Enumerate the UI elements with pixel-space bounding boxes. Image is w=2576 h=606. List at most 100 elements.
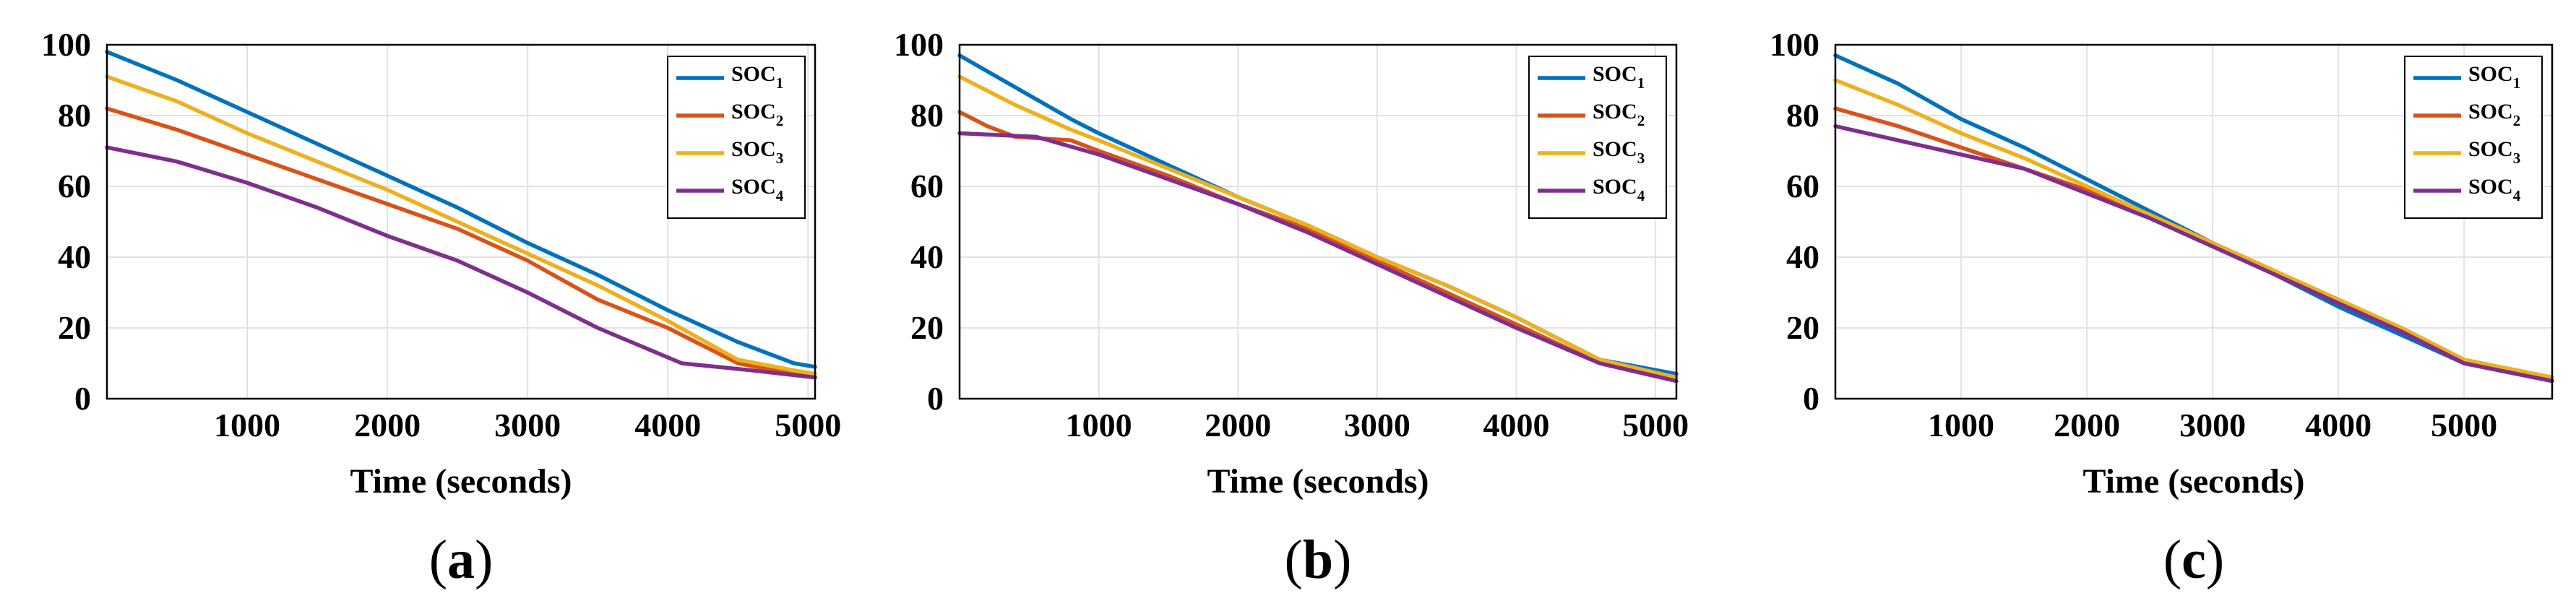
legend-entry-name: SOC <box>2468 137 2513 161</box>
legend-entry-name: SOC <box>1593 62 1637 86</box>
legend-entry-soc2: SOC2 <box>2468 100 2520 129</box>
legend-entry-subscript: 3 <box>1637 150 1645 167</box>
x-axis-label: Time (seconds) <box>1207 462 1429 501</box>
series-line-soc3 <box>105 74 817 376</box>
legend-entry-subscript: 4 <box>2513 187 2521 204</box>
x-tick-label: 4000 <box>1483 407 1549 443</box>
legend-entry-name: SOC <box>2468 175 2513 199</box>
legend-entry-subscript: 2 <box>2513 112 2521 129</box>
legend-entry-soc3: SOC3 <box>1593 137 1645 167</box>
legend-entry-name: SOC <box>731 62 776 86</box>
y-tick-label: 60 <box>910 168 944 204</box>
x-tick-label: 5000 <box>2431 407 2497 443</box>
x-tick-label: 3000 <box>1344 407 1410 443</box>
panel-label-letter: b <box>1303 529 1333 590</box>
axis-frame <box>958 43 1678 400</box>
series-line-soc1 <box>105 50 817 369</box>
y-tick-label: 80 <box>910 97 944 134</box>
legend-entry-subscript: 3 <box>2513 150 2521 167</box>
x-axis-label: Time (seconds) <box>2082 462 2304 501</box>
chart-panel-a: 0 20 40 60 80 100 1000 2000 3000 4000 5000 Time (se… <box>41 26 841 590</box>
series-line-soc3 <box>1833 78 2554 380</box>
panel-label-close: ) <box>475 529 493 590</box>
legend-entry-soc2: SOC2 <box>731 100 783 129</box>
series-line-soc2 <box>105 106 817 380</box>
series-line-soc4 <box>105 145 817 380</box>
y-tick-label: 100 <box>1770 26 1819 63</box>
x-tick-label: 1000 <box>214 407 280 443</box>
y-tick-label: 0 <box>74 380 91 417</box>
x-tick-label: 3000 <box>494 407 561 443</box>
series-line-soc3 <box>957 74 1679 380</box>
legend-entry-subscript: 3 <box>776 150 784 167</box>
y-tick-label: 80 <box>58 97 91 134</box>
y-tick-label: 0 <box>1803 380 1819 417</box>
x-tick-label: 1000 <box>1066 407 1132 443</box>
legend-entry-soc3: SOC3 <box>2468 137 2520 167</box>
legend-entry-soc4: SOC4 <box>1593 175 1645 204</box>
legend-entry-name: SOC <box>731 100 776 124</box>
y-tick-label: 20 <box>1786 309 1819 346</box>
series-line-soc4 <box>957 131 1679 384</box>
legend-entry-soc3: SOC3 <box>731 137 783 167</box>
legend-entry-subscript: 1 <box>776 74 784 92</box>
x-tick-label: 4000 <box>2305 407 2372 443</box>
legend-entry-name: SOC <box>2468 100 2513 124</box>
x-tick-label: 2000 <box>2054 407 2120 443</box>
y-tick-label: 40 <box>1786 238 1819 275</box>
panel-label: (c) <box>2163 529 2224 590</box>
panel-label: (a) <box>429 529 494 590</box>
y-tick-label: 0 <box>927 380 944 417</box>
y-tick-label: 20 <box>910 309 944 346</box>
legend-entry-subscript: 2 <box>1637 112 1645 129</box>
legend-entry-soc1: SOC1 <box>731 62 783 92</box>
y-tick-label: 100 <box>41 26 91 63</box>
x-tick-label: 2000 <box>354 407 421 443</box>
legend-entry-subscript: 1 <box>1637 74 1645 92</box>
legend-entry-subscript: 4 <box>776 187 784 204</box>
legend-entry-soc1: SOC1 <box>1593 62 1645 92</box>
series-line-soc4 <box>1833 124 2554 384</box>
panel-label-open: ( <box>429 529 447 590</box>
y-tick-label: 20 <box>58 309 91 346</box>
legend-entry-subscript: 4 <box>1637 187 1645 204</box>
y-tick-label: 80 <box>1786 97 1819 134</box>
x-tick-label: 4000 <box>634 407 701 443</box>
axis-frame <box>105 43 817 400</box>
axis-frame <box>1834 43 2554 400</box>
legend-entry-name: SOC <box>2468 62 2513 86</box>
legend-entry-subscript: 1 <box>2513 74 2521 92</box>
panel-label-letter: c <box>2181 529 2206 590</box>
panel-label-close: ) <box>2206 529 2224 590</box>
panel-label-open: ( <box>2163 529 2181 590</box>
chart-panel-b: 0 20 40 60 80 100 1000 2000 3000 4000 5000 Time (se… <box>894 26 1689 590</box>
legend-entry-soc4: SOC4 <box>731 175 784 204</box>
x-tick-label: 2000 <box>1205 407 1271 443</box>
panel-label-open: ( <box>1285 529 1303 590</box>
y-tick-label: 60 <box>1786 168 1819 204</box>
legend-entry-name: SOC <box>1593 137 1637 161</box>
x-tick-label: 5000 <box>1622 407 1689 443</box>
legend-entry-name: SOC <box>731 137 776 161</box>
legend-entry-name: SOC <box>1593 175 1637 199</box>
chart-panel-c: 0 20 40 60 80 100 1000 2000 3000 4000 5000 Time (se… <box>1770 26 2554 590</box>
panel-label: (b) <box>1285 529 1352 590</box>
legend-entry-subscript: 2 <box>776 112 784 129</box>
legend-entry-name: SOC <box>1593 100 1637 124</box>
x-tick-label: 3000 <box>2179 407 2246 443</box>
legend-entry-name: SOC <box>731 175 776 199</box>
panel-label-close: ) <box>1333 529 1351 590</box>
x-tick-label: 5000 <box>775 407 841 443</box>
x-axis-label: Time (seconds) <box>350 462 572 501</box>
legend-entry-soc1: SOC1 <box>2468 62 2520 92</box>
y-tick-label: 100 <box>894 26 944 63</box>
y-tick-label: 40 <box>910 238 944 275</box>
x-tick-label: 1000 <box>1928 407 1994 443</box>
y-tick-label: 60 <box>58 168 91 204</box>
legend-entry-soc2: SOC2 <box>1593 100 1645 129</box>
panel-label-letter: a <box>447 529 475 590</box>
